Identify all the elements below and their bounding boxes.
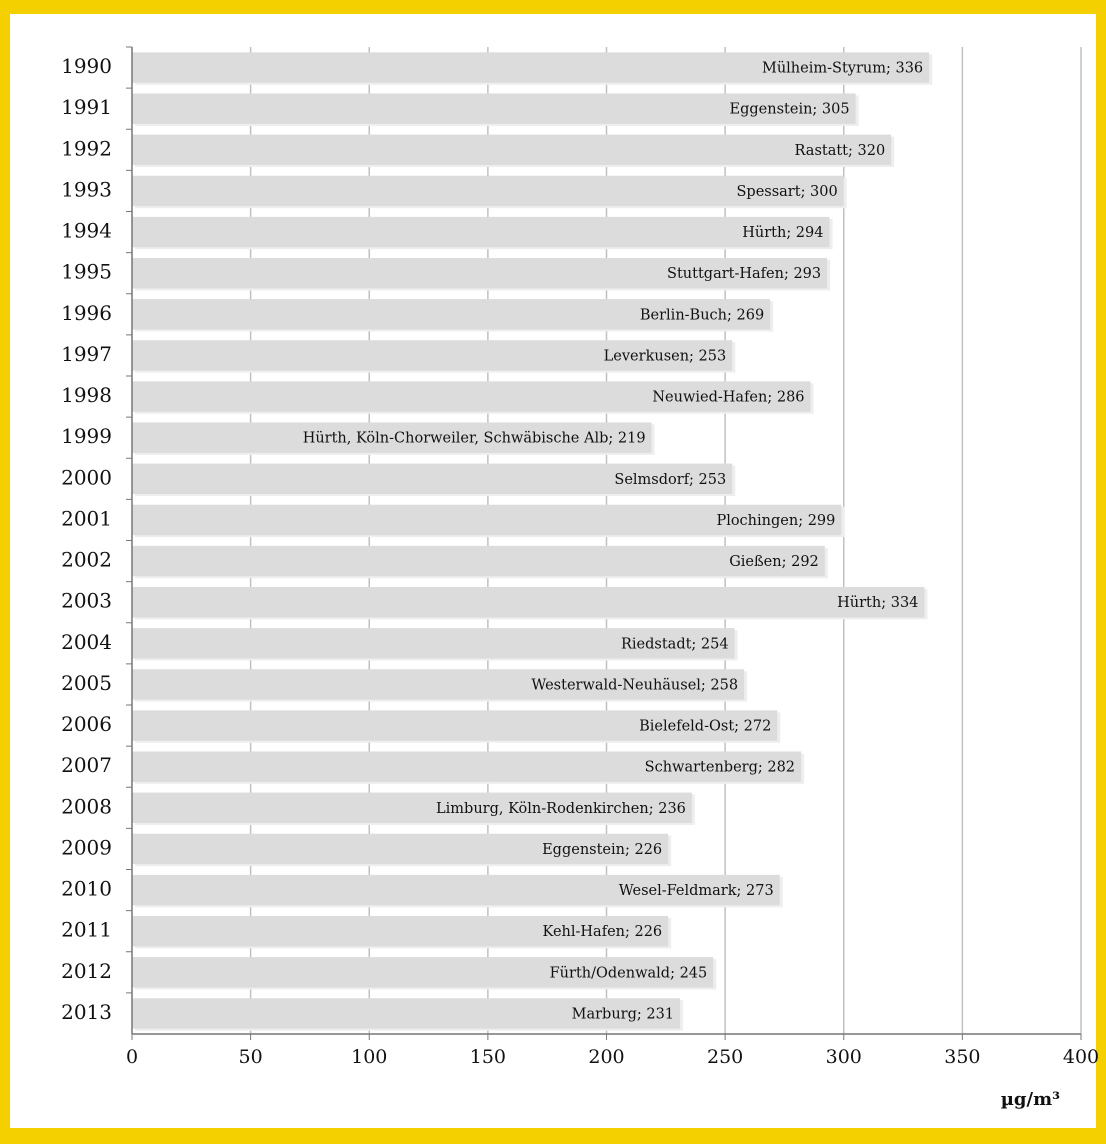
bar [132,957,714,988]
data-label: Eggenstein; 305 [730,102,850,118]
data-label: Stuttgart-Hafen; 293 [667,266,821,282]
data-label: Plochingen; 299 [716,513,835,529]
bar [132,257,828,289]
x-tick-label: 300 [826,1046,862,1068]
y-tick-label: 2007 [61,753,112,777]
bar [132,915,669,947]
bar [132,422,652,453]
data-label: Hürth; 294 [742,225,823,241]
data-label: Spessart; 300 [736,184,837,200]
y-tick-label: 2006 [61,712,112,736]
y-tick-label: 2010 [61,877,112,901]
y-tick-label: 2001 [61,506,112,530]
y-tick-label: 1996 [61,301,112,325]
x-tick-label: 0 [126,1046,138,1068]
data-label: Gießen; 292 [729,554,819,570]
data-label: Westerwald-Neuhäusel; 258 [531,677,738,693]
y-tick-label: 1991 [61,95,112,119]
x-tick-label: 100 [351,1046,387,1068]
y-tick-label: 2005 [61,671,112,695]
y-tick-label: 2009 [61,835,112,859]
x-tick-label: 150 [470,1046,506,1068]
x-tick-label: 250 [707,1046,743,1068]
bar [132,381,811,412]
data-label: Wesel-Feldmark; 273 [619,883,774,899]
data-label: Rastatt; 320 [795,143,886,159]
bar [132,504,842,536]
y-tick-label: 2008 [61,794,112,818]
y-tick-label: 1994 [61,219,112,243]
bar [132,299,771,330]
data-label: Leverkusen; 253 [604,348,727,364]
bar [132,463,733,495]
bar [132,586,925,618]
bar [132,340,733,371]
bar [132,52,930,83]
data-label: Hürth; 334 [837,595,918,611]
data-label: Mülheim-Styrum; 336 [762,61,923,77]
y-tick-label: 1990 [61,54,112,78]
x-tick-label: 200 [588,1046,624,1068]
y-tick-label: 2000 [61,465,112,489]
data-label: Eggenstein; 226 [542,842,662,858]
y-tick-label: 2004 [61,630,112,654]
bar [132,93,856,124]
x-tick-label: 400 [1063,1046,1099,1068]
bar [132,216,830,248]
y-tick-label: 1995 [61,260,112,284]
bar [132,710,778,741]
x-axis-label: µg/m³ [1001,1089,1060,1110]
y-tick-label: 1999 [61,424,112,448]
y-tick-label: 1997 [61,342,112,366]
bar [132,792,692,824]
y-tick-label: 2013 [61,1000,112,1024]
y-tick-label: 2012 [61,959,112,983]
y-tick-label: 2003 [61,589,112,613]
bar [132,545,825,577]
data-label: Kehl-Hafen; 226 [543,924,663,940]
data-label: Neuwied-Hafen; 286 [652,390,804,406]
bar [132,669,745,700]
bar [132,751,802,782]
data-label: Riedstadt; 254 [621,636,729,652]
data-label: Marburg; 231 [572,1006,674,1022]
data-label: Bielefeld-Ost; 272 [639,719,771,735]
data-label: Schwartenberg; 282 [645,760,795,776]
y-tick-label: 2011 [61,918,112,942]
x-tick-label: 50 [239,1046,263,1068]
data-label: Berlin-Buch; 269 [640,307,764,323]
bar [132,874,780,906]
y-tick-label: 1992 [61,136,112,160]
data-label: Fürth/Odenwald; 245 [550,965,708,981]
bar [132,134,892,166]
x-tick-label: 350 [944,1046,980,1068]
bar [132,833,669,865]
data-label: Hürth, Köln-Chorweiler, Schwäbische Alb;… [303,431,646,447]
bar [132,628,735,659]
bar [132,998,681,1029]
data-label: Limburg, Köln-Rodenkirchen; 236 [436,801,686,817]
bar [132,175,844,207]
data-label: Selmsdorf; 253 [614,472,726,488]
y-tick-label: 2002 [61,548,112,572]
y-tick-label: 1993 [61,177,112,201]
y-tick-label: 1998 [61,383,112,407]
